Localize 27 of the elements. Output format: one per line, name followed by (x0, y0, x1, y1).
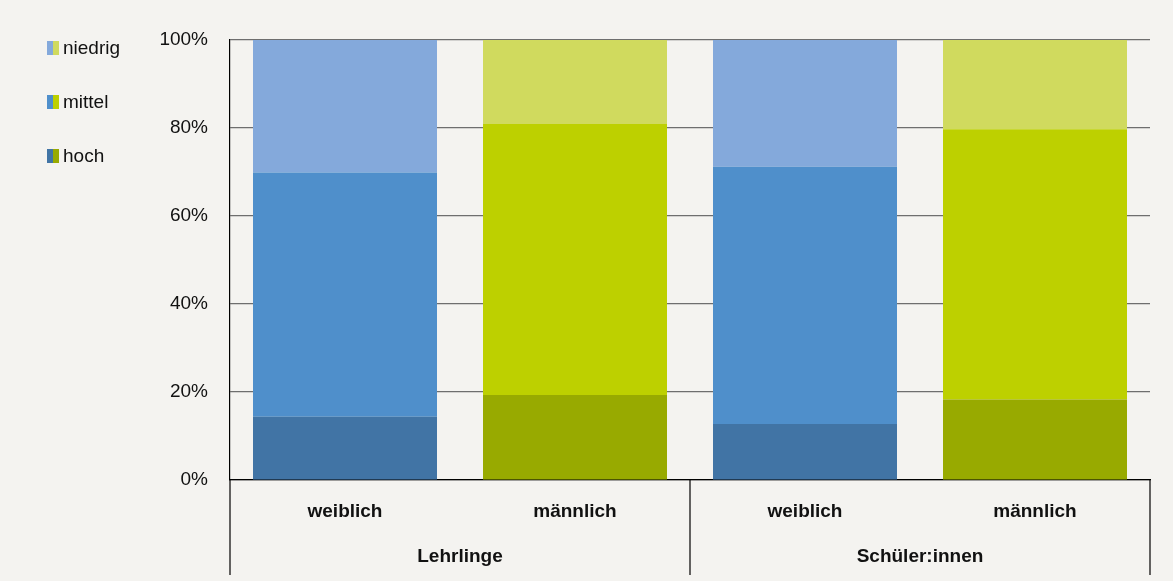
y-tick-label: 20% (169, 380, 209, 402)
x-tick-label: männlich (533, 499, 617, 521)
bar (253, 172, 437, 417)
bar (943, 129, 1127, 400)
bar (713, 424, 897, 480)
bar (253, 40, 437, 173)
bar (483, 40, 667, 125)
bar (483, 395, 667, 480)
legend-label: mittel (63, 91, 109, 113)
legend-label: hoch (63, 145, 105, 167)
legend-label: niedrig (63, 37, 121, 59)
bar (943, 40, 1127, 130)
bar (943, 399, 1127, 480)
bar (713, 166, 897, 425)
text: Schüler:innen (856, 545, 984, 567)
bar (483, 124, 667, 396)
x-tick-label: weiblich (306, 499, 383, 521)
y-tick-label: 100% (159, 28, 209, 50)
text: Lehrlinge (417, 545, 503, 567)
y-tick-label: 40% (169, 292, 209, 314)
y-tick-label: 80% (169, 116, 209, 138)
x-tick-label: männlich (993, 499, 1077, 521)
y-tick-label: 0% (180, 468, 209, 490)
bar (713, 40, 897, 167)
x-tick-label: weiblich (766, 499, 843, 521)
bar (253, 416, 437, 480)
y-tick-label: 60% (169, 204, 209, 226)
